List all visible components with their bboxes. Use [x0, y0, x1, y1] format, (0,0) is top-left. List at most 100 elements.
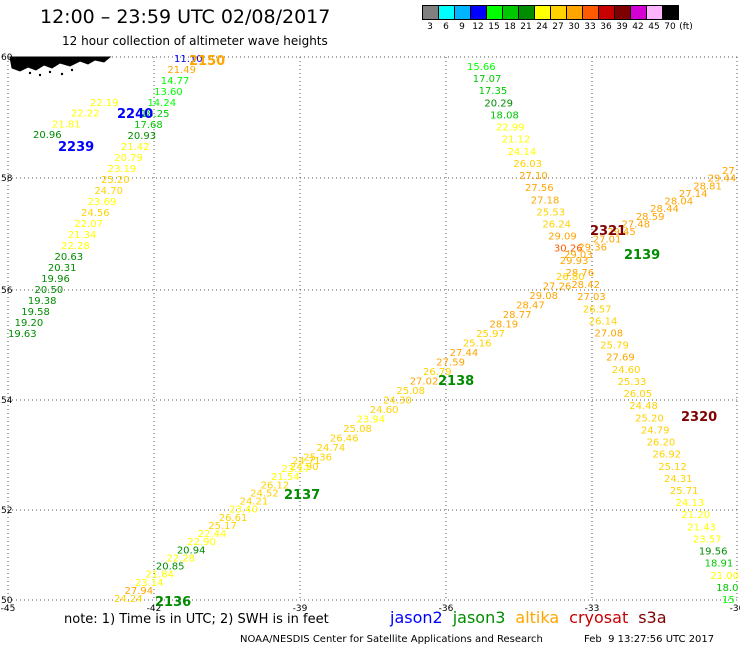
wave-height-value: 21.43	[687, 522, 716, 533]
wave-height-value: 20.96	[33, 130, 62, 141]
wave-height-value: 27.26	[543, 282, 572, 293]
wave-height-value: 24.74	[317, 443, 346, 454]
track-pass-2150: 11.1021.4914.7713.6014.2418.2517.6820.93…	[8, 54, 225, 340]
wave-height-value: 19.58	[21, 307, 50, 318]
wave-height-value: 15.66	[467, 62, 496, 73]
wave-height-value: 27.10	[519, 171, 548, 182]
wave-height-value: 21.34	[68, 230, 97, 241]
wave-height-value: 27.48	[621, 219, 650, 230]
wave-height-value: 27.08	[595, 329, 624, 340]
wave-height-value: 20.85	[156, 562, 185, 573]
wave-height-value: 27.14	[679, 189, 708, 200]
wave-height-value: 24.79	[641, 425, 670, 436]
wave-height-value: 27.03	[577, 292, 606, 303]
wave-height-value: 25.33	[618, 377, 647, 388]
axis-ticks: -45 -42 -39 -36 -33 -30 60 58 56 54 52 50	[1, 53, 740, 614]
legend-jason3: jason3	[452, 608, 506, 627]
wave-height-value: 24.24	[114, 594, 143, 605]
wave-height-value: 28.77	[503, 310, 532, 321]
pass-time-label: 2239	[58, 140, 94, 155]
pass-time-label: 2136	[155, 595, 191, 610]
track-pass-2240: 2240	[117, 107, 153, 122]
island-dot	[28, 71, 32, 75]
scale-color-box	[662, 5, 679, 20]
latitude-tick-label: 56	[1, 286, 13, 296]
scale-swatch: 24	[534, 5, 551, 34]
wave-height-value: 23.94	[357, 415, 386, 426]
wave-height-value: 19.96	[41, 274, 70, 285]
satellite-legend: jason2 jason3 altika cryosat s3a	[390, 608, 677, 627]
wave-height-value: 22.28	[166, 553, 195, 564]
wave-height-value: 19.63	[8, 329, 37, 340]
longitude-tick-label: -36	[439, 604, 454, 614]
generation-timestamp: Feb 9 13:27:56 UTC 2017	[584, 634, 715, 645]
wave-height-value: 29.36	[578, 242, 607, 253]
wave-height-value: 19.56	[699, 547, 728, 558]
scale-label: 21	[520, 22, 532, 32]
track-pass-2138: 26.8027.2629.0828.4728.7728.1925.9725.16…	[290, 272, 585, 473]
wave-height-value: 26.14	[589, 316, 618, 327]
scale-label: 27	[552, 22, 564, 32]
longitude-tick-label: -33	[585, 604, 600, 614]
legend-altika: altika	[515, 608, 560, 627]
wave-height-value: 24.52	[250, 488, 279, 499]
wave-height-value: 26.80	[556, 272, 585, 283]
pass-time-label: 2137	[284, 488, 320, 503]
longitude-tick-label: -45	[1, 604, 16, 614]
wave-height-value: 25.08	[396, 386, 425, 397]
longitude-tick-label: -42	[147, 604, 162, 614]
legend-cryosat: cryosat	[569, 608, 629, 627]
scale-swatch: 6	[438, 5, 455, 34]
wave-height-value: 27.69	[606, 353, 635, 364]
wave-height-value: 15	[722, 595, 735, 606]
wave-height-value: 27.18	[531, 195, 560, 206]
wave-height-value: 21.42	[121, 142, 150, 153]
scale-label: 30	[568, 22, 580, 32]
latitude-tick-label: 60	[1, 53, 13, 63]
wave-height-value: 29.08	[529, 291, 558, 302]
wave-height-value: 24.30	[383, 396, 412, 407]
wave-height-value: 14.77	[161, 76, 190, 87]
wave-height-value: 23.14	[135, 578, 164, 589]
scale-label: 36	[600, 22, 612, 32]
scale-label: 42	[632, 22, 644, 32]
wave-height-value: 24.13	[676, 498, 705, 509]
units-note: note: 1) Time is in UTC; 2) SWH is in fe…	[64, 612, 329, 627]
wave-height-value: 28.19	[490, 320, 519, 331]
scale-label: 24	[536, 22, 548, 32]
wave-height-value: 22.19	[90, 98, 119, 109]
wave-height-value: 27.02	[410, 377, 439, 388]
wave-height-value: 24.48	[629, 401, 658, 412]
track-pass-2320: 2320	[681, 410, 717, 425]
pass-time-label: 2150	[189, 54, 225, 69]
wave-height-value: 26.46	[330, 434, 359, 445]
wave-height-value: 23.40	[229, 505, 258, 516]
wave-height-value: 19.20	[15, 318, 44, 329]
wave-height-value: 18.25	[141, 109, 170, 120]
longitude-tick-label: -39	[293, 604, 308, 614]
scale-label: 12	[472, 22, 484, 32]
wave-height-value: 26.12	[261, 480, 290, 491]
wave-height-value: 28.42	[571, 280, 600, 291]
legend-s3a: s3a	[638, 608, 667, 627]
wave-height-value: 26.05	[623, 389, 652, 400]
wave-height-value: 22.22	[71, 109, 100, 120]
wave-height-value: 23.57	[693, 534, 722, 545]
wave-height-value: 24.71	[292, 456, 321, 467]
wave-height-value: 26.03	[513, 159, 542, 170]
longitude-tick-label: -30	[730, 604, 740, 614]
greenland-coast	[9, 56, 112, 72]
wave-height-value: 27.44	[450, 348, 479, 359]
wave-height-value: 24.60	[612, 365, 641, 376]
wave-height-value: 27.94	[124, 586, 153, 597]
pass-time-label: 2320	[681, 410, 717, 425]
wave-height-value: 21.12	[502, 135, 531, 146]
pass-time-label: 2139	[624, 248, 660, 263]
wave-height-value: 22.28	[61, 241, 90, 252]
scale-swatch: 33	[582, 5, 599, 34]
scale-swatch: 12	[470, 5, 487, 34]
wave-height-value: 20.29	[484, 98, 513, 109]
wave-height-value: 21.49	[167, 65, 196, 76]
wave-height-value: 13.60	[154, 87, 183, 98]
